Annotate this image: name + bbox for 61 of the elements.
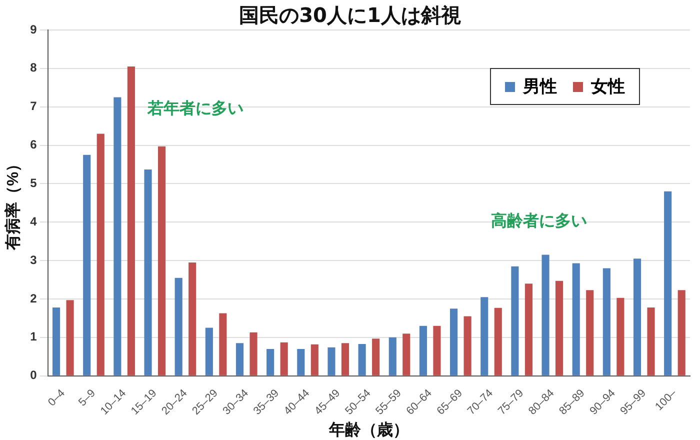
annotation: 若年者に多い [146,98,244,118]
bar [633,258,642,376]
bar [494,308,502,376]
bar [250,332,258,376]
bar [586,290,594,376]
bar [236,343,244,376]
y-tick-label: 9 [30,22,38,36]
bar [616,298,624,376]
bar [328,347,336,376]
annotation: 高齢者に多い [490,211,587,230]
bar [402,334,410,376]
bar [266,348,274,376]
legend-label: 男性 [522,76,557,98]
bar [433,326,441,376]
y-tick-label: 7 [30,99,38,114]
bar [464,316,472,376]
bar [647,307,655,376]
bar [188,262,196,376]
bar [127,66,135,376]
y-tick-label: 6 [30,138,38,152]
bar [66,300,74,376]
bar [310,344,318,376]
bar [602,268,610,376]
bar [52,307,60,376]
bar [555,280,564,376]
y-tick-label: 4 [30,214,38,228]
x-axis-title: 年齢（歳） [328,420,409,439]
x-tick-label: 0–4 [46,387,68,409]
bar [297,348,305,376]
bar [358,344,366,376]
bar [158,146,166,376]
bar [144,169,152,376]
bar [480,297,488,376]
bar [219,313,227,376]
bar [280,342,288,376]
bar [542,254,550,376]
bar [664,191,672,376]
legend-label: 女性 [590,76,625,98]
y-tick-label: 3 [30,252,38,267]
y-tick-label: 5 [30,176,38,190]
bar [372,338,380,376]
bar [511,266,519,376]
bar [114,97,122,376]
y-axis-title: 有病率（%） [3,156,22,252]
bar [205,328,213,376]
bar [572,263,580,376]
y-tick-label: 0 [30,368,38,382]
bar [341,343,350,376]
bar [419,326,427,376]
chart-title: 国民の30人に1人は斜視 [239,3,461,27]
bar [83,154,91,376]
bar [524,284,532,376]
bar [388,337,396,376]
y-tick-label: 8 [30,60,38,75]
bar [174,278,182,376]
bar [96,134,104,376]
y-tick-label: 2 [30,291,38,306]
bar [678,290,686,376]
bar [450,308,458,376]
x-tick-label: 5–9 [76,387,98,409]
y-tick-label: 1 [30,330,38,344]
